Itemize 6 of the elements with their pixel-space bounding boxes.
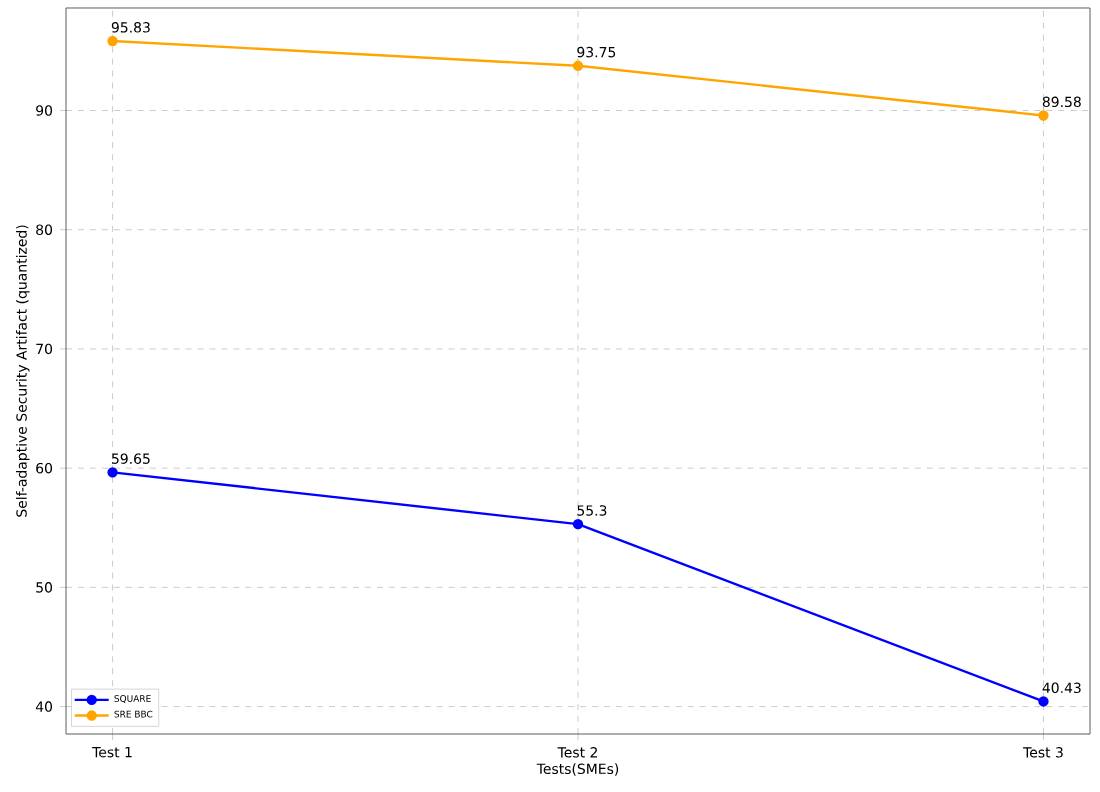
point (572, 60, 584, 71)
point (572, 519, 584, 530)
point (1038, 110, 1049, 121)
point (1038, 696, 1049, 707)
point (107, 467, 118, 478)
point (107, 35, 118, 47)
